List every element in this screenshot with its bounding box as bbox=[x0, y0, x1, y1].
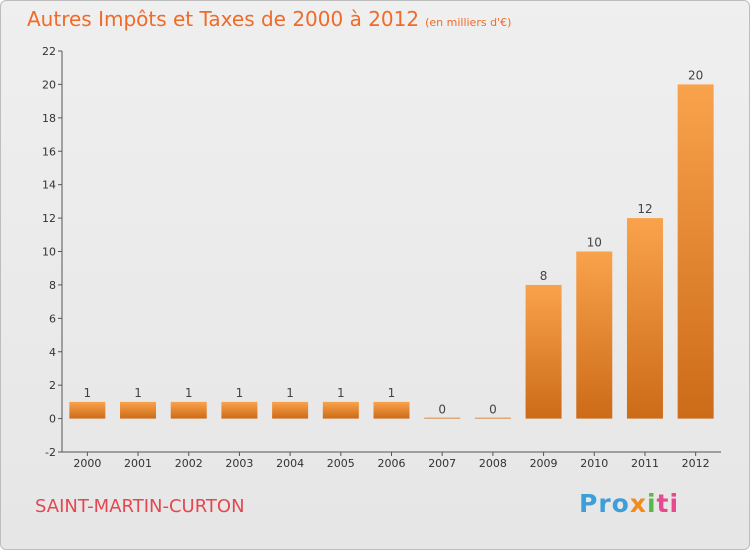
data-label-2004: 1 bbox=[286, 386, 294, 400]
x-tick-label: 2005 bbox=[327, 457, 355, 470]
y-tick-label: 6 bbox=[49, 312, 56, 325]
y-tick-label: 18 bbox=[42, 112, 56, 125]
logo-part-1: Pro bbox=[579, 489, 630, 518]
bar-2012 bbox=[677, 84, 714, 419]
x-tick-label: 2008 bbox=[479, 457, 507, 470]
unit-subtitle: (en milliers d'€) bbox=[425, 16, 512, 29]
x-tick-label: 2007 bbox=[428, 457, 456, 470]
x-tick-label: 2009 bbox=[530, 457, 558, 470]
logo-part-2: x bbox=[629, 489, 647, 518]
bar-2004 bbox=[272, 401, 309, 419]
data-label-2006: 1 bbox=[388, 386, 396, 400]
x-tick-label: 2004 bbox=[276, 457, 304, 470]
y-tick-label: -2 bbox=[45, 446, 56, 459]
y-tick-label: 16 bbox=[42, 145, 56, 158]
logo-part-4: ti bbox=[656, 489, 680, 518]
y-tick-label: 8 bbox=[49, 279, 56, 292]
data-label-2009: 8 bbox=[540, 269, 548, 283]
x-tick-label: 2002 bbox=[175, 457, 203, 470]
x-tick-label: 2000 bbox=[73, 457, 101, 470]
title-text: Autres Impôts et Taxes de 2000 à 2012 bbox=[27, 7, 420, 31]
data-label-2008: 0 bbox=[489, 403, 497, 417]
bar-2000 bbox=[69, 401, 106, 419]
x-tick-label: 2006 bbox=[378, 457, 406, 470]
data-label-2002: 1 bbox=[185, 386, 193, 400]
y-tick-label: 0 bbox=[49, 413, 56, 426]
x-tick-label: 2011 bbox=[631, 457, 659, 470]
y-tick-label: 20 bbox=[42, 78, 56, 91]
data-label-2011: 12 bbox=[637, 202, 652, 216]
y-tick-label: 2 bbox=[49, 379, 56, 392]
bar-2009 bbox=[525, 284, 562, 419]
bar-2006 bbox=[373, 401, 410, 419]
y-tick-label: 14 bbox=[42, 179, 56, 192]
y-tick-label: 12 bbox=[42, 212, 56, 225]
data-label-2010: 10 bbox=[587, 236, 602, 250]
y-tick-label: 10 bbox=[42, 246, 56, 259]
x-tick-label: 2003 bbox=[225, 457, 253, 470]
bar-2003 bbox=[221, 401, 258, 419]
chart-title: Autres Impôts et Taxes de 2000 à 2012 (en… bbox=[27, 7, 511, 31]
bar-2008 bbox=[474, 417, 511, 419]
bar-2010 bbox=[576, 251, 613, 419]
data-label-2007: 0 bbox=[438, 403, 446, 417]
data-label-2003: 1 bbox=[236, 386, 244, 400]
bar-2011 bbox=[626, 218, 663, 419]
bar-2005 bbox=[322, 401, 359, 419]
x-tick-label: 2012 bbox=[682, 457, 710, 470]
y-tick-label: 22 bbox=[42, 45, 56, 58]
data-label-2005: 1 bbox=[337, 386, 345, 400]
bar-2001 bbox=[120, 401, 157, 419]
proxiti-logo: Proxiti bbox=[579, 489, 679, 518]
x-tick-label: 2001 bbox=[124, 457, 152, 470]
data-label-2000: 1 bbox=[84, 386, 92, 400]
bar-2007 bbox=[424, 417, 461, 419]
data-label-2001: 1 bbox=[134, 386, 142, 400]
commune-name: SAINT-MARTIN-CURTON bbox=[35, 496, 245, 517]
x-tick-label: 2010 bbox=[580, 457, 608, 470]
data-label-2012: 20 bbox=[688, 68, 703, 82]
bars bbox=[69, 84, 714, 419]
bar-2002 bbox=[170, 401, 207, 419]
logo-part-3: i bbox=[646, 489, 657, 518]
y-tick-label: 4 bbox=[49, 346, 56, 359]
